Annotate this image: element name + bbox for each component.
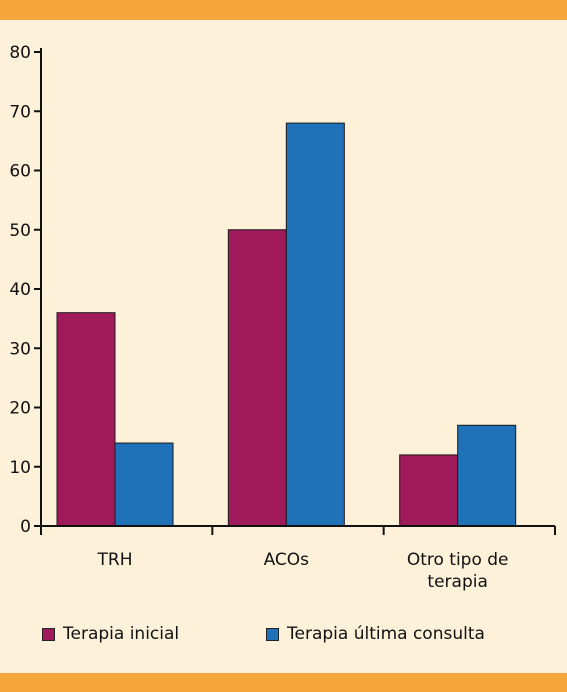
- legend-label-terapia-inicial: Terapia inicial: [63, 624, 180, 644]
- bar-2-3: [457, 424, 517, 527]
- category-label-3-line-1: Otro tipo de: [407, 550, 509, 570]
- y-tick-label-30: 30: [9, 339, 31, 359]
- category-label-3-line-2: terapia: [427, 572, 487, 592]
- bar-1-1: [56, 312, 116, 527]
- bottom-band: [0, 673, 567, 692]
- top-band: [0, 0, 567, 20]
- legend-swatch-terapia-inicial: [42, 627, 55, 641]
- ticks-group: 0 10 20 30 40 50 60 70 80: [9, 43, 556, 537]
- y-tick-label-50: 50: [9, 221, 31, 241]
- y-tick-label-60: 60: [9, 162, 31, 182]
- y-tick-label-10: 10: [9, 458, 31, 478]
- legend-label-terapia-ultima-consulta: Terapia última consulta: [287, 624, 485, 644]
- y-tick-label-80: 80: [9, 43, 31, 63]
- y-tick-label-70: 70: [9, 102, 31, 122]
- bar-1-2: [227, 229, 287, 527]
- y-tick-label-40: 40: [9, 280, 31, 300]
- category-label-1: TRH: [97, 550, 133, 570]
- legend: Terapia inicial Terapia última consulta: [0, 623, 567, 645]
- y-tick-label-0: 0: [20, 517, 31, 537]
- legend-swatch-terapia-ultima-consulta: [266, 627, 279, 641]
- bar-2-1: [114, 442, 174, 527]
- y-tick-label-20: 20: [9, 399, 31, 419]
- axes-group: [40, 48, 555, 535]
- bar-2-2: [285, 122, 345, 527]
- bars-group: [56, 122, 517, 527]
- legend-item-terapia-inicial: Terapia inicial: [42, 623, 179, 645]
- bar-1-3: [399, 454, 459, 527]
- category-label-2: ACOs: [264, 550, 310, 570]
- legend-item-terapia-ultima-consulta: Terapia última consulta: [266, 623, 485, 645]
